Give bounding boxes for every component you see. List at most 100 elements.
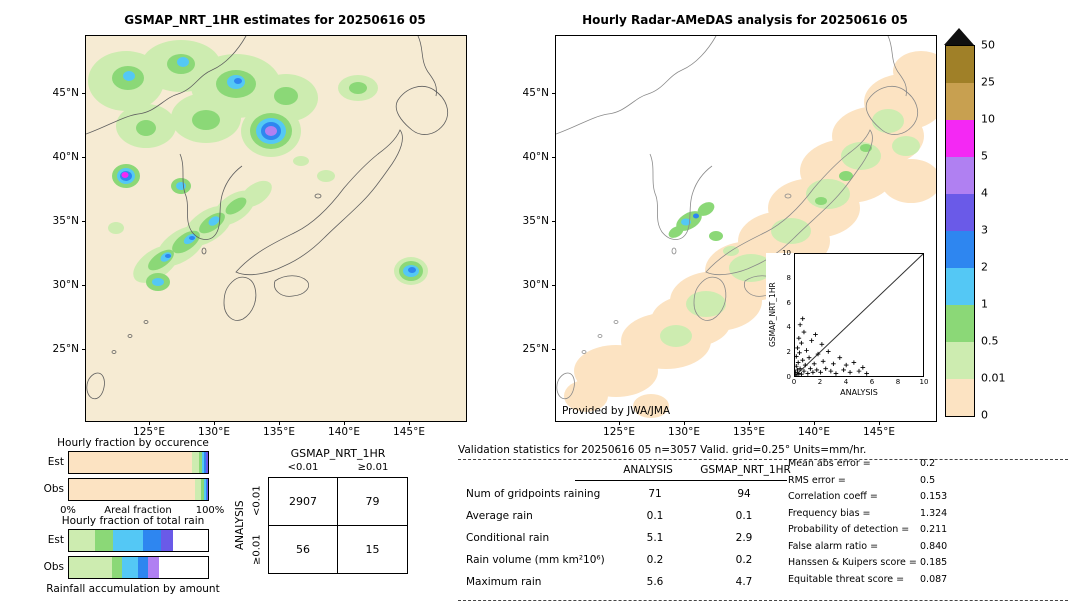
bar-segment xyxy=(195,479,202,500)
lon-tick-label: 145°E xyxy=(393,426,425,438)
contingency-row-group: ANALYSIS xyxy=(234,500,246,551)
bar-segment xyxy=(69,479,196,500)
bar-segment xyxy=(95,530,114,551)
validation-row-label: Maximum rain xyxy=(466,576,542,588)
occurrence-obs-label: Obs xyxy=(43,483,64,495)
bar-segment xyxy=(201,479,204,500)
validation-row: Maximum rain 5.6 4.7 xyxy=(466,571,802,593)
inset-y-tick: 4 xyxy=(786,323,791,332)
inset-y-tick: 6 xyxy=(786,298,791,307)
scatter-point xyxy=(809,338,814,343)
validation-row: Average rain 0.1 0.1 xyxy=(466,505,802,527)
colorbar-tick-label: 4 xyxy=(981,186,988,200)
gsmap-estimate-map: 45°N 40°N 35°N 30°N 25°N 125°E 130°E 135°E 140°E… xyxy=(53,35,467,438)
validation-analysis-value: 71 xyxy=(648,488,662,500)
colorbar-tick-label: 2 xyxy=(981,260,988,274)
validation-row: Conditional rain 5.1 2.9 xyxy=(466,527,802,549)
lon-tickmark xyxy=(749,421,750,425)
one-to-one-line xyxy=(795,254,923,376)
precip-blob xyxy=(274,87,298,105)
colorbar-tick-label: 0 xyxy=(981,408,988,422)
validation-row-label: Rain volume (mm km²10⁶) xyxy=(466,554,605,566)
validation-gsmap-value: 0.1 xyxy=(735,510,753,522)
score-row: RMS error = 0.5 xyxy=(788,473,947,490)
score-row: Probability of detection = 0.211 xyxy=(788,522,947,539)
lon-tickmark xyxy=(149,421,150,425)
inset-y-tick: 2 xyxy=(786,348,791,357)
divider-dashed-bottom xyxy=(458,600,1068,601)
colorbar xyxy=(945,45,975,417)
lon-tick-label: 125°E xyxy=(603,426,635,438)
contingency-table: 2907 79 56 15 xyxy=(268,477,408,574)
lon-tick-label: 145°E xyxy=(863,426,895,438)
scatter-point xyxy=(804,348,809,353)
colorbar-tick-label: 25 xyxy=(981,75,995,89)
bar-segment xyxy=(69,452,193,473)
precip-blob xyxy=(123,71,135,81)
occurrence-est-bar xyxy=(68,451,209,474)
scatter-point xyxy=(819,342,825,347)
scatter-point xyxy=(802,362,808,368)
occurrence-obs-bar xyxy=(68,478,209,501)
lat-tickmark xyxy=(82,285,86,286)
colorbar-segment xyxy=(946,305,974,342)
inset-y-tick: 8 xyxy=(786,273,791,282)
score-label: Correlation coeff = xyxy=(788,491,878,502)
precip-blob xyxy=(892,136,920,156)
lon-tickmark xyxy=(279,421,280,425)
bar-segment xyxy=(69,530,96,551)
scatter-point xyxy=(797,350,802,356)
precipitation-blobs-layer xyxy=(88,40,428,291)
score-row: Mean abs error = 0.2 xyxy=(788,456,947,473)
score-label: Probability of detection = xyxy=(788,524,910,535)
colorbar-segment xyxy=(946,379,974,416)
precip-blob xyxy=(121,172,129,178)
inset-x-axis-label: ANALYSIS xyxy=(840,388,878,397)
scatter-point xyxy=(818,370,823,375)
score-value: 0.185 xyxy=(920,557,948,568)
colorbar-segment xyxy=(946,194,974,231)
lon-tickmark xyxy=(879,421,880,425)
scatter-point xyxy=(814,367,820,373)
lat-tick-label: 45°N xyxy=(522,87,549,99)
lon-tickmark xyxy=(409,421,410,425)
scatter-point xyxy=(801,368,807,374)
precip-blob xyxy=(693,213,699,219)
precip-blob xyxy=(189,236,195,240)
scatter-point xyxy=(837,355,843,360)
lat-tick-label: 35°N xyxy=(522,215,549,227)
total-rain-est-bar xyxy=(68,529,209,552)
precip-blob xyxy=(771,218,811,244)
precip-blob xyxy=(265,126,277,136)
score-value: 1.324 xyxy=(920,507,948,519)
contingency-row-label-lt: <0.01 xyxy=(251,485,263,517)
score-label: Mean abs error = xyxy=(788,458,871,469)
lon-tickmark xyxy=(214,421,215,425)
bar-segment xyxy=(206,452,208,473)
scatter-point xyxy=(860,365,866,370)
precip-blob xyxy=(686,291,726,317)
contingency-col-label-ge: ≥0.01 xyxy=(357,462,389,473)
lat-tickmark xyxy=(552,285,556,286)
precip-blob xyxy=(152,278,164,286)
colorbar-tick-label: 10 xyxy=(981,112,995,126)
bar-segment xyxy=(199,452,203,473)
scatter-point xyxy=(795,360,801,365)
lat-tick-label: 40°N xyxy=(52,151,79,163)
scatter-points xyxy=(795,316,869,376)
precipitation-blobs-layer xyxy=(564,51,936,418)
total-rain-obs-bar xyxy=(68,556,209,579)
validation-analysis-value: 0.2 xyxy=(646,554,664,566)
right-map-title: Hourly Radar-AMeDAS analysis for 2025061… xyxy=(582,13,908,27)
lon-tick-label: 140°E xyxy=(328,426,360,438)
validation-title: Validation statistics for 20250616 05 n=… xyxy=(458,444,867,456)
validation-analysis-value: 0.1 xyxy=(646,510,664,522)
lon-tick-label: 135°E xyxy=(263,426,295,438)
scatter-point xyxy=(815,351,821,357)
validation-header-rule xyxy=(575,480,787,481)
colorbar-tick-label: 3 xyxy=(981,223,988,237)
precip-blob xyxy=(349,82,367,94)
bar-segment xyxy=(121,557,138,578)
bar-segment xyxy=(205,479,207,500)
precip-blob xyxy=(176,182,186,190)
